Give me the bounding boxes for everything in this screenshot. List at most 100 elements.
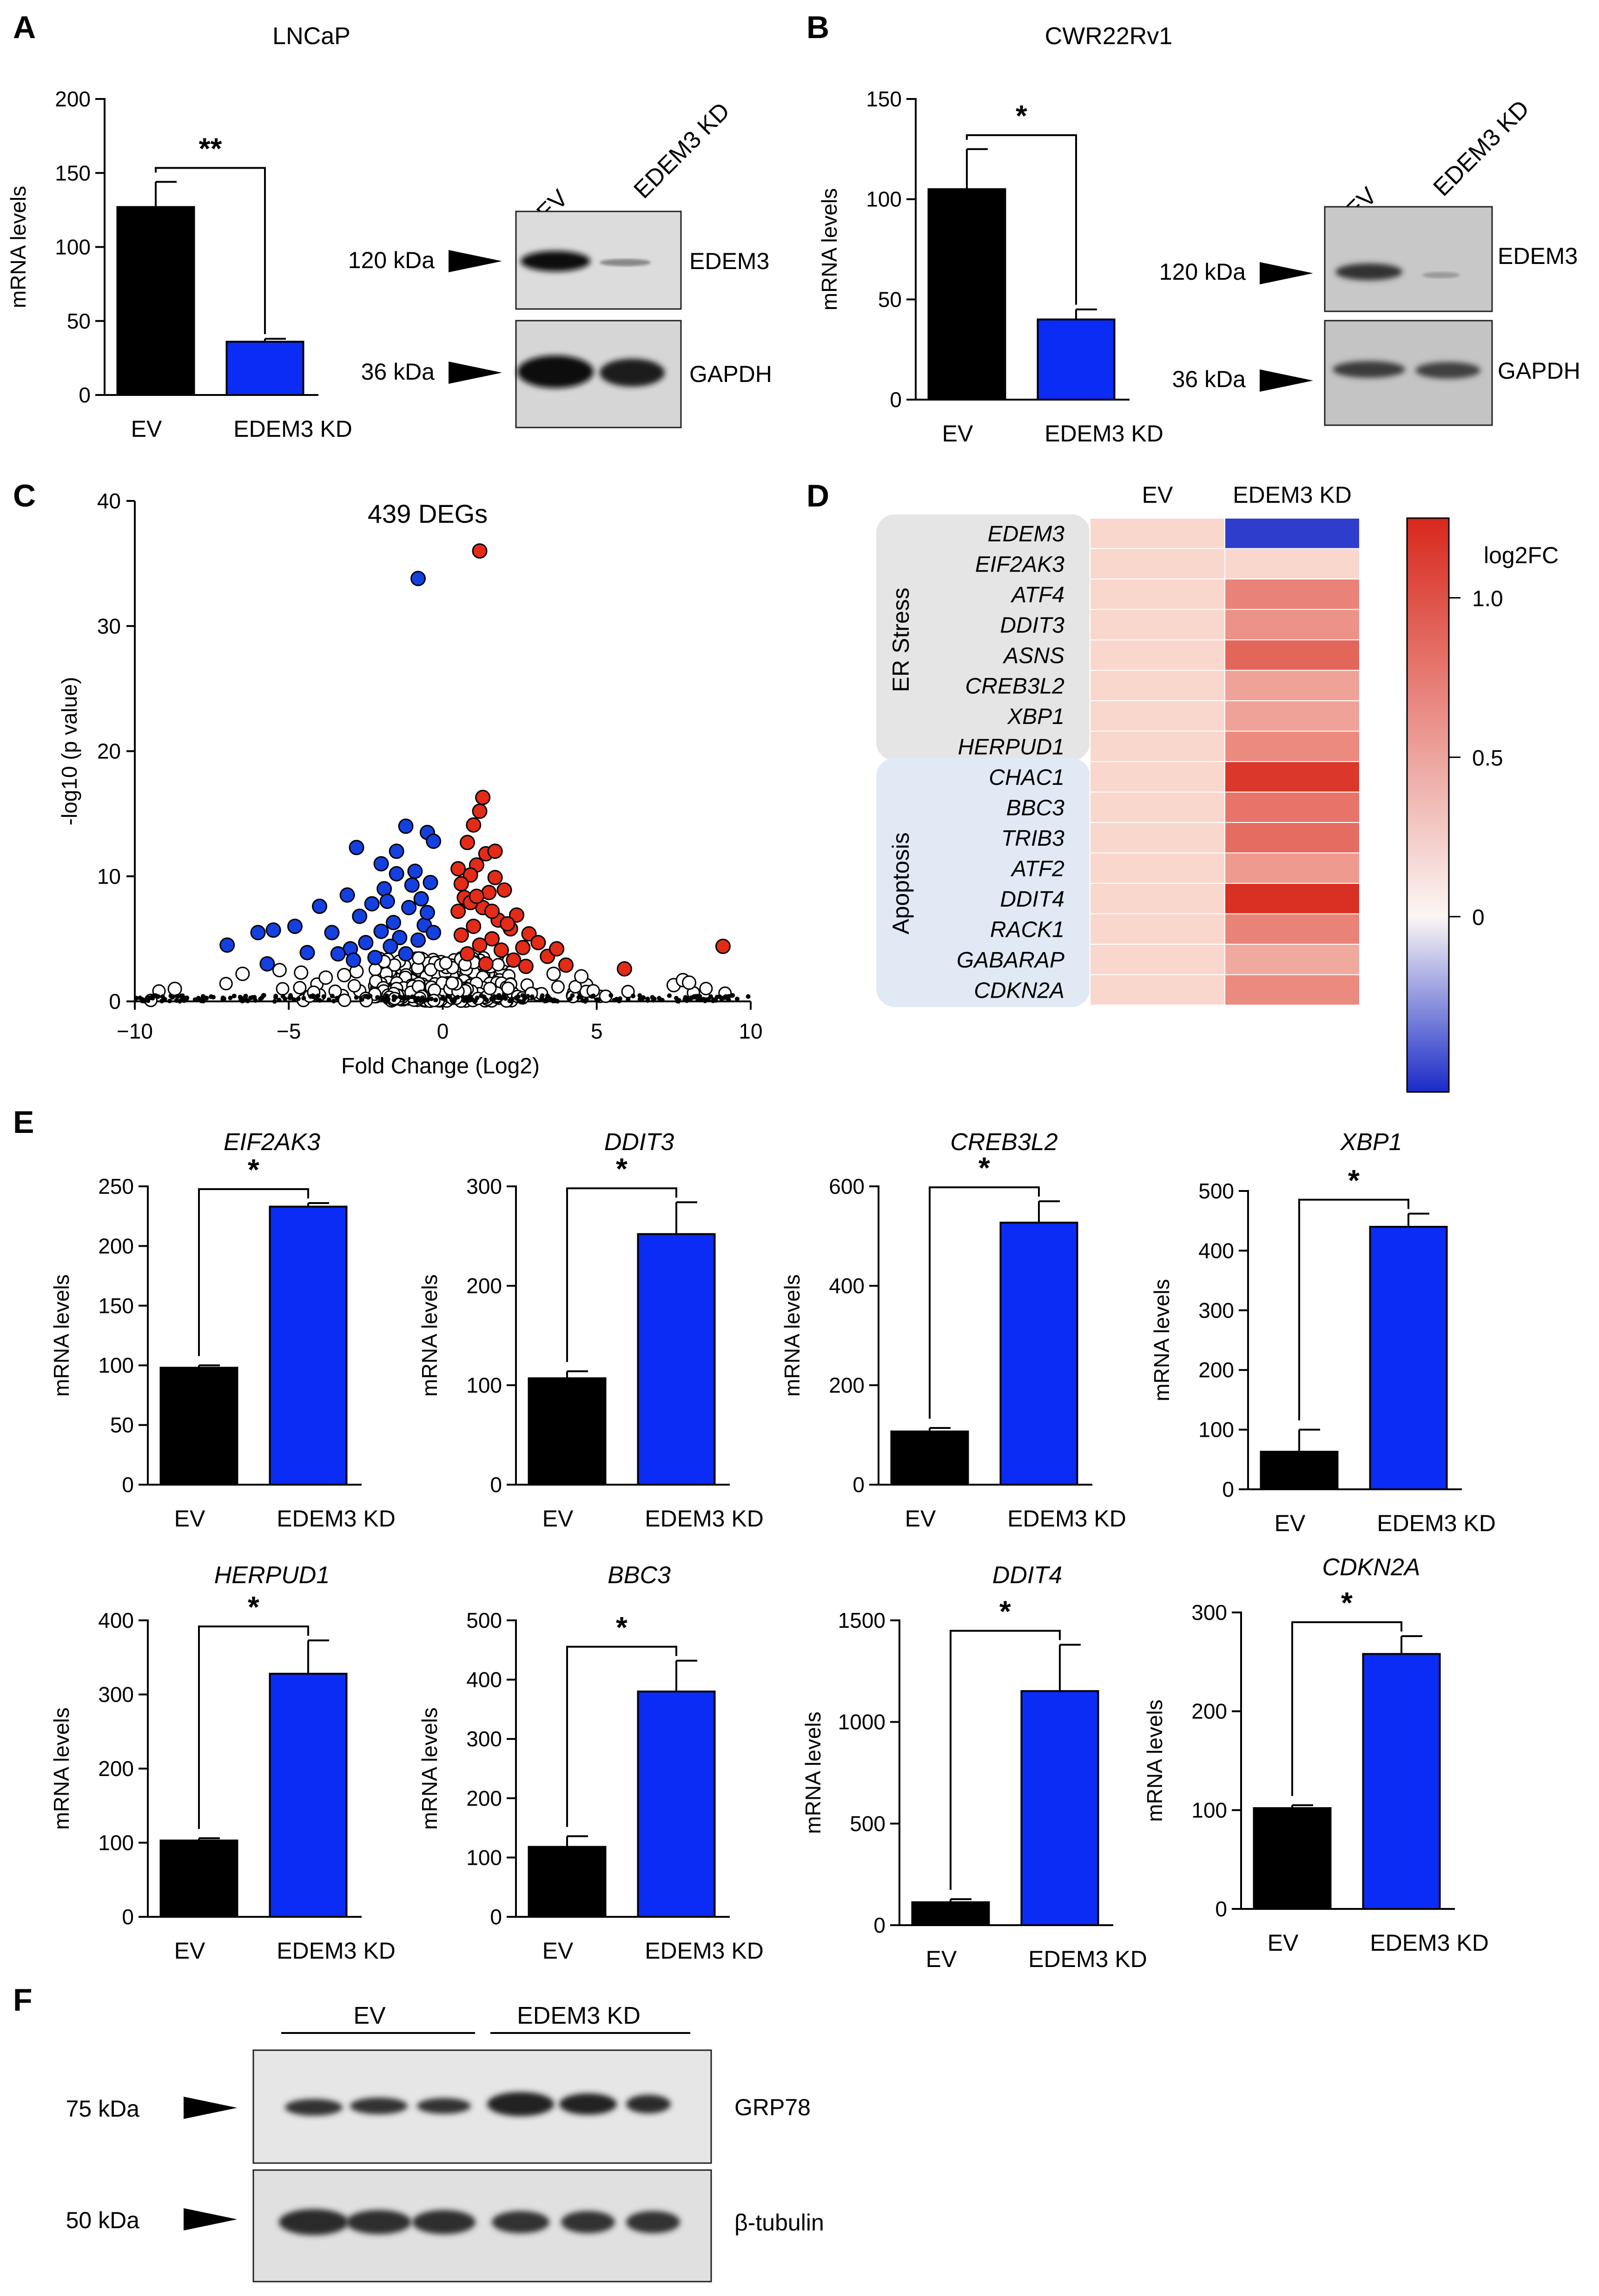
ns-point-dense — [517, 999, 522, 1004]
ns-point-dense — [296, 996, 301, 1001]
down-regulated-point — [426, 925, 442, 941]
ns-point-dense — [503, 996, 508, 1001]
y-tick-label: 1000 — [838, 1710, 885, 1734]
heatmap-cell-kd — [1224, 944, 1360, 975]
ns-point-dense — [199, 998, 204, 1003]
y-tick-label: 300 — [466, 1727, 502, 1751]
ns-point-dense — [570, 993, 575, 998]
blot-f-grp78-band-5 — [559, 2093, 617, 2115]
western-blot-b: EV EDEM3 KD 120 kDa 36 kDa EDEM3 GAPDH — [1159, 95, 1580, 426]
heatmap: ER Stress EDEM3 EIF2AK3 ATF4 DDIT3 ASNS CREB3L… — [876, 482, 1559, 1093]
up-regulated-point — [496, 882, 512, 898]
heatmap-cell-ev — [1090, 822, 1225, 854]
row-label: CHAC1 — [989, 765, 1064, 790]
category-label-ev: EV — [542, 1506, 574, 1532]
ns-point-dense — [734, 996, 740, 1001]
y-tick-label: 500 — [466, 1608, 502, 1632]
y-tick-label: 100 — [98, 1353, 134, 1377]
row-label: BBC3 — [1006, 796, 1065, 820]
up-regulated-point — [450, 861, 466, 877]
up-regulated-point — [472, 543, 488, 559]
ns-point-dense — [507, 999, 512, 1004]
column-label-kd: EDEM3 KD — [1233, 482, 1352, 508]
blot-b-size-36: 36 kDa — [1172, 366, 1246, 392]
up-regulated-point — [466, 817, 482, 833]
ns-point-dense — [525, 993, 530, 999]
y-tick-label: 400 — [1198, 1238, 1234, 1263]
heatmap-cell-ev — [1090, 670, 1225, 701]
down-regulated-point — [299, 945, 315, 961]
down-regulated-point — [410, 571, 426, 586]
up-regulated-point — [500, 916, 515, 932]
bar-chart-cdkn2a: CDKN2A 0 100 200 300 mRNA levels EV EDEM3 KD * — [1143, 1554, 1489, 1956]
ns-point — [546, 967, 561, 981]
heatmap-cell-ev — [1090, 518, 1225, 549]
category-label-kd: EDEM3 KD — [277, 1938, 396, 1964]
bar-chart-creb3l2: CREB3L2 0 200 400 600 mRNA levels EV EDEM3 KD * — [780, 1129, 1126, 1532]
y-axis-label: mRNA levels — [780, 1274, 804, 1396]
ns-point-dense — [134, 995, 139, 1000]
y-tick-label: 0 — [122, 1473, 134, 1497]
ns-point-dense — [174, 994, 179, 999]
chart-title: HERPUD1 — [214, 1562, 330, 1589]
heatmap-cell-kd — [1224, 761, 1360, 793]
x-tick-label: −10 — [117, 1019, 153, 1043]
ns-point-dense — [142, 999, 147, 1004]
y-tick-label: 0 — [122, 1905, 134, 1929]
heatmap-cell-ev — [1090, 609, 1225, 640]
y-tick-label: 50 — [67, 309, 91, 333]
plot-title: 439 DEGs — [368, 499, 488, 528]
blot-f-tubulin-band-3 — [412, 2210, 476, 2234]
down-regulated-point — [426, 833, 442, 849]
ns-point-dense — [479, 993, 484, 998]
ns-point-dense — [311, 993, 316, 998]
category-label-kd: EDEM3 KD — [277, 1506, 396, 1532]
ns-point-dense — [391, 994, 396, 999]
ns-point — [219, 977, 233, 991]
blot-f-size-50: 50 kDa — [66, 2207, 140, 2233]
bar-chart-herpud1: HERPUD1 0 100 200 300 400 mRNA levels EV EDEM3 K… — [49, 1562, 396, 1964]
ns-point-dense — [520, 993, 525, 998]
bar-ev — [927, 188, 1006, 401]
ns-point — [167, 981, 182, 996]
bar-edem3-kd — [269, 1205, 348, 1486]
y-tick-label: 400 — [466, 1668, 502, 1692]
up-regulated-point — [484, 903, 500, 919]
ns-point-dense — [714, 994, 720, 1000]
ns-point-dense — [170, 995, 175, 1000]
y-tick-label: 1500 — [838, 1608, 885, 1632]
y-tick-label: 300 — [1191, 1600, 1227, 1625]
ns-point-dense — [418, 998, 423, 1003]
down-regulated-point — [259, 956, 275, 972]
category-label-ev: EV — [174, 1938, 205, 1964]
ns-point-dense — [335, 996, 340, 1001]
blot-f-grp78-band-1 — [285, 2099, 343, 2116]
ns-point-dense — [473, 998, 478, 1003]
ns-point-dense — [258, 997, 263, 1002]
down-regulated-point — [287, 918, 303, 934]
significance-stars: * — [978, 1151, 990, 1184]
heatmap-cell-kd — [1224, 548, 1360, 579]
bar-ev — [1260, 1451, 1339, 1490]
down-regulated-point — [330, 946, 346, 962]
bar-chart-eif2ak3: EIF2AK3 0 50 100 150 200 250 mRNA levels EV EDEM3… — [49, 1129, 396, 1532]
blot-a-gapdh-band-kd — [600, 359, 665, 387]
y-tick-label: 0 — [852, 1473, 865, 1497]
down-regulated-point — [419, 905, 435, 921]
heatmap-cell-ev — [1090, 974, 1225, 1006]
significance-stars: * — [248, 1590, 259, 1624]
chart-title: LNCaP — [272, 23, 350, 50]
ns-point-dense — [288, 993, 293, 998]
up-regulated-point — [530, 934, 546, 950]
group-label: ER Stress — [888, 587, 914, 692]
up-regulated-point — [472, 937, 488, 953]
blot-f-tubulin-band-2 — [346, 2210, 411, 2234]
bar-chart-cwr22rv1: CWR22Rv1 0 50 100 150 mRNA levels EV EDEM3 KD * — [817, 23, 1172, 447]
up-regulated-point — [558, 957, 574, 973]
ns-point-dense — [354, 995, 359, 1000]
ns-point-dense — [283, 996, 288, 1001]
significance-bracket — [1291, 1621, 1402, 1796]
significance-stars: * — [999, 1594, 1011, 1628]
blot-a-lane-kd: EDEM3 KD — [628, 97, 735, 204]
blot-a-edem3-band-ev — [521, 251, 590, 271]
